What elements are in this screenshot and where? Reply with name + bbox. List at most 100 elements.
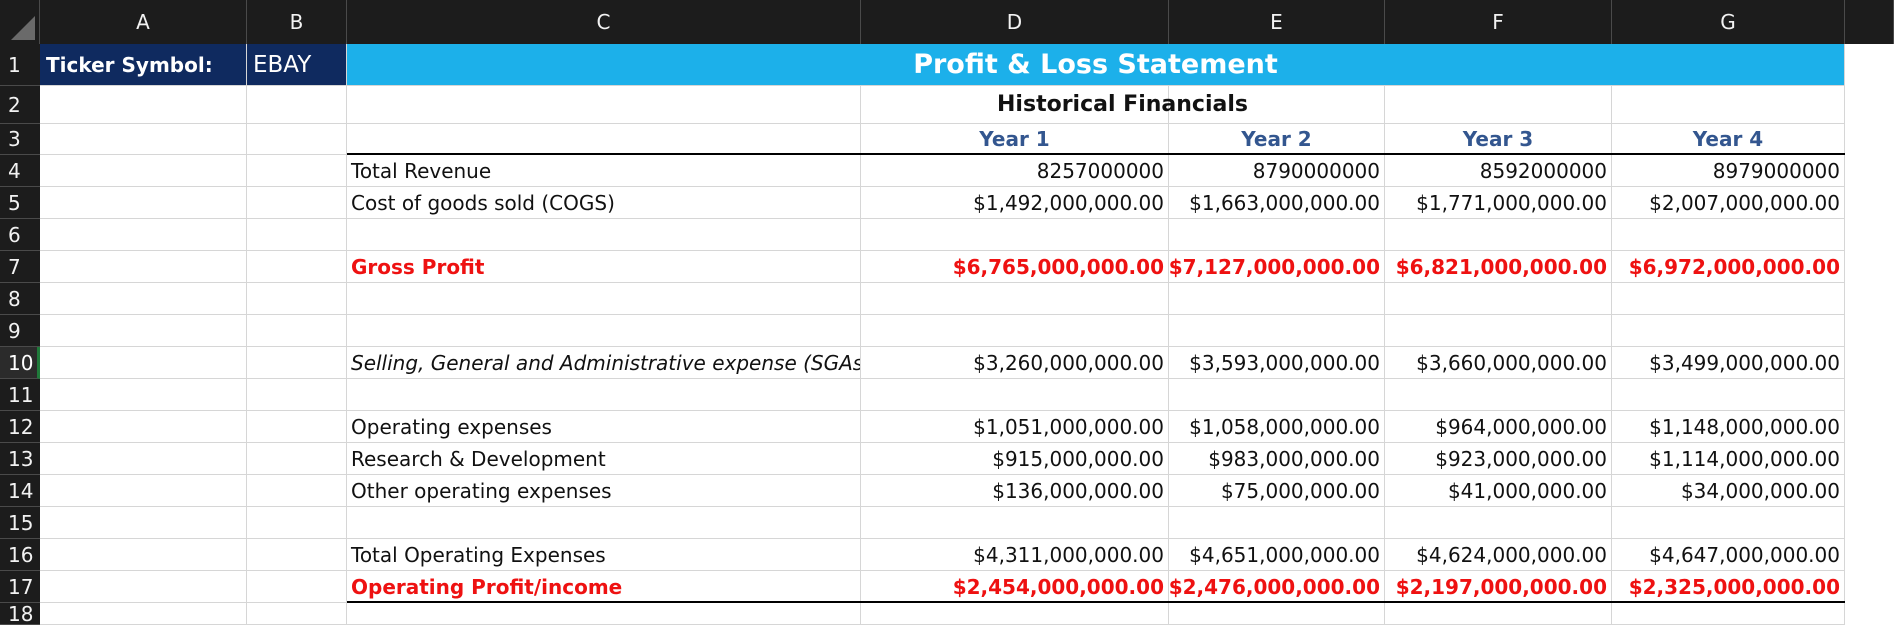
line-item-label[interactable]: Total Revenue: [351, 158, 492, 183]
row-header-6[interactable]: 6: [0, 219, 40, 251]
row-header-8[interactable]: 8: [0, 283, 40, 315]
line-item-value[interactable]: $7,127,000,000.00: [1169, 254, 1380, 279]
line-item-value[interactable]: $2,325,000,000.00: [1628, 574, 1840, 599]
table-border: [347, 601, 1845, 603]
row-header-9[interactable]: 9: [0, 315, 40, 347]
line-item-label[interactable]: Total Operating Expenses: [351, 542, 606, 567]
line-item-value[interactable]: $1,148,000,000.00: [1649, 414, 1840, 439]
line-item-value[interactable]: $983,000,000.00: [1208, 446, 1380, 471]
line-item-value[interactable]: $4,647,000,000.00: [1649, 542, 1840, 567]
line-item-value[interactable]: $3,260,000,000.00: [973, 350, 1164, 375]
row-header-10[interactable]: 10: [0, 347, 40, 379]
column-divider: [1611, 44, 1612, 625]
row-header-14[interactable]: 14: [0, 475, 40, 507]
line-item-value[interactable]: $6,821,000,000.00: [1395, 254, 1607, 279]
line-item-value[interactable]: 8592000000: [1479, 158, 1607, 183]
line-item-value[interactable]: $1,663,000,000.00: [1189, 190, 1380, 215]
row-divider: [40, 570, 1845, 571]
row-header-2[interactable]: 2: [0, 86, 40, 124]
line-item-value[interactable]: $4,651,000,000.00: [1189, 542, 1380, 567]
row-divider: [40, 123, 1845, 124]
line-item-label[interactable]: Operating expenses: [351, 414, 552, 439]
column-divider: [1844, 44, 1845, 625]
row-header-12[interactable]: 12: [0, 411, 40, 443]
column-header-e[interactable]: E: [1169, 0, 1385, 44]
row-divider: [40, 474, 1845, 475]
row-header-5[interactable]: 5: [0, 187, 40, 219]
row-divider: [40, 410, 1845, 411]
row-header-18[interactable]: 18: [0, 602, 40, 625]
line-item-value[interactable]: $34,000,000.00: [1680, 478, 1840, 503]
column-header-b[interactable]: B: [247, 0, 347, 44]
row-header-3[interactable]: 3: [0, 124, 40, 155]
line-item-value[interactable]: $1,051,000,000.00: [973, 414, 1164, 439]
line-item-label[interactable]: Operating Profit/income: [351, 574, 623, 599]
row-header-16[interactable]: 16: [0, 539, 40, 571]
row-divider: [40, 538, 1845, 539]
line-item-label[interactable]: Cost of goods sold (COGS): [351, 190, 615, 215]
line-item-label[interactable]: Other operating expenses: [351, 478, 612, 503]
line-item-label[interactable]: Gross Profit: [351, 254, 485, 279]
line-item-value[interactable]: $2,476,000,000.00: [1169, 574, 1380, 599]
year-header[interactable]: Year 3: [1462, 127, 1534, 151]
line-item-value[interactable]: $1,114,000,000.00: [1649, 446, 1840, 471]
line-item-label[interactable]: Selling, General and Administrative expe…: [351, 350, 860, 375]
row-header-13[interactable]: 13: [0, 443, 40, 475]
select-all-corner[interactable]: [0, 0, 40, 44]
line-item-value[interactable]: $75,000,000.00: [1220, 478, 1380, 503]
ticker-value-cell[interactable]: EBAY: [247, 44, 346, 85]
row-divider: [40, 506, 1845, 507]
line-item-value[interactable]: $923,000,000.00: [1435, 446, 1607, 471]
table-border: [347, 153, 1845, 155]
line-item-value[interactable]: $6,765,000,000.00: [952, 254, 1164, 279]
year-header[interactable]: Year 2: [1241, 127, 1312, 151]
line-item-value[interactable]: $4,311,000,000.00: [973, 542, 1164, 567]
line-item-value[interactable]: $964,000,000.00: [1435, 414, 1607, 439]
line-item-value[interactable]: $2,007,000,000.00: [1649, 190, 1840, 215]
line-item-value[interactable]: $1,058,000,000.00: [1189, 414, 1380, 439]
line-item-value[interactable]: $2,197,000,000.00: [1395, 574, 1607, 599]
ticker-label-cell[interactable]: Ticker Symbol:: [40, 44, 246, 85]
line-item-value[interactable]: $3,660,000,000.00: [1416, 350, 1607, 375]
line-item-label[interactable]: Research & Development: [351, 446, 606, 471]
row-divider: [40, 378, 1845, 379]
column-divider: [246, 44, 247, 625]
column-header-f[interactable]: F: [1385, 0, 1612, 44]
row-divider: [40, 218, 1845, 219]
year-header[interactable]: Year 4: [1692, 127, 1764, 151]
column-header-a[interactable]: A: [40, 0, 247, 44]
row-header-15[interactable]: 15: [0, 507, 40, 539]
row-divider: [40, 282, 1845, 283]
line-item-value[interactable]: $1,771,000,000.00: [1416, 190, 1607, 215]
row-divider: [40, 250, 1845, 251]
line-item-value[interactable]: $3,593,000,000.00: [1189, 350, 1380, 375]
column-header-d[interactable]: D: [861, 0, 1169, 44]
row-divider: [40, 346, 1845, 347]
line-item-value[interactable]: $136,000,000.00: [992, 478, 1164, 503]
line-item-value[interactable]: $6,972,000,000.00: [1628, 254, 1840, 279]
line-item-value[interactable]: 8979000000: [1712, 158, 1840, 183]
row-header-17[interactable]: 17: [0, 571, 40, 603]
row-header-7[interactable]: 7: [0, 251, 40, 283]
statement-title-banner[interactable]: Profit & Loss Statement: [347, 44, 1844, 85]
line-item-value[interactable]: 8790000000: [1252, 158, 1380, 183]
row-header-11[interactable]: 11: [0, 379, 40, 411]
year-header[interactable]: Year 1: [979, 127, 1050, 151]
line-item-value[interactable]: 8257000000: [1036, 158, 1164, 183]
row-header-1[interactable]: 1: [0, 44, 40, 86]
line-item-value[interactable]: $915,000,000.00: [992, 446, 1164, 471]
row-divider: [40, 314, 1845, 315]
historical-financials-header[interactable]: Historical Financials: [997, 92, 1248, 117]
line-item-value[interactable]: $41,000,000.00: [1447, 478, 1607, 503]
line-item-value[interactable]: $4,624,000,000.00: [1416, 542, 1607, 567]
row-header-4[interactable]: 4: [0, 155, 40, 187]
column-header-g[interactable]: G: [1612, 0, 1845, 44]
column-header-c[interactable]: C: [347, 0, 861, 44]
row-divider: [40, 85, 1845, 86]
line-item-value[interactable]: $1,492,000,000.00: [973, 190, 1164, 215]
column-divider: [1384, 44, 1385, 625]
line-item-value[interactable]: $3,499,000,000.00: [1649, 350, 1840, 375]
line-item-value[interactable]: $2,454,000,000.00: [952, 574, 1164, 599]
row-divider: [40, 442, 1845, 443]
